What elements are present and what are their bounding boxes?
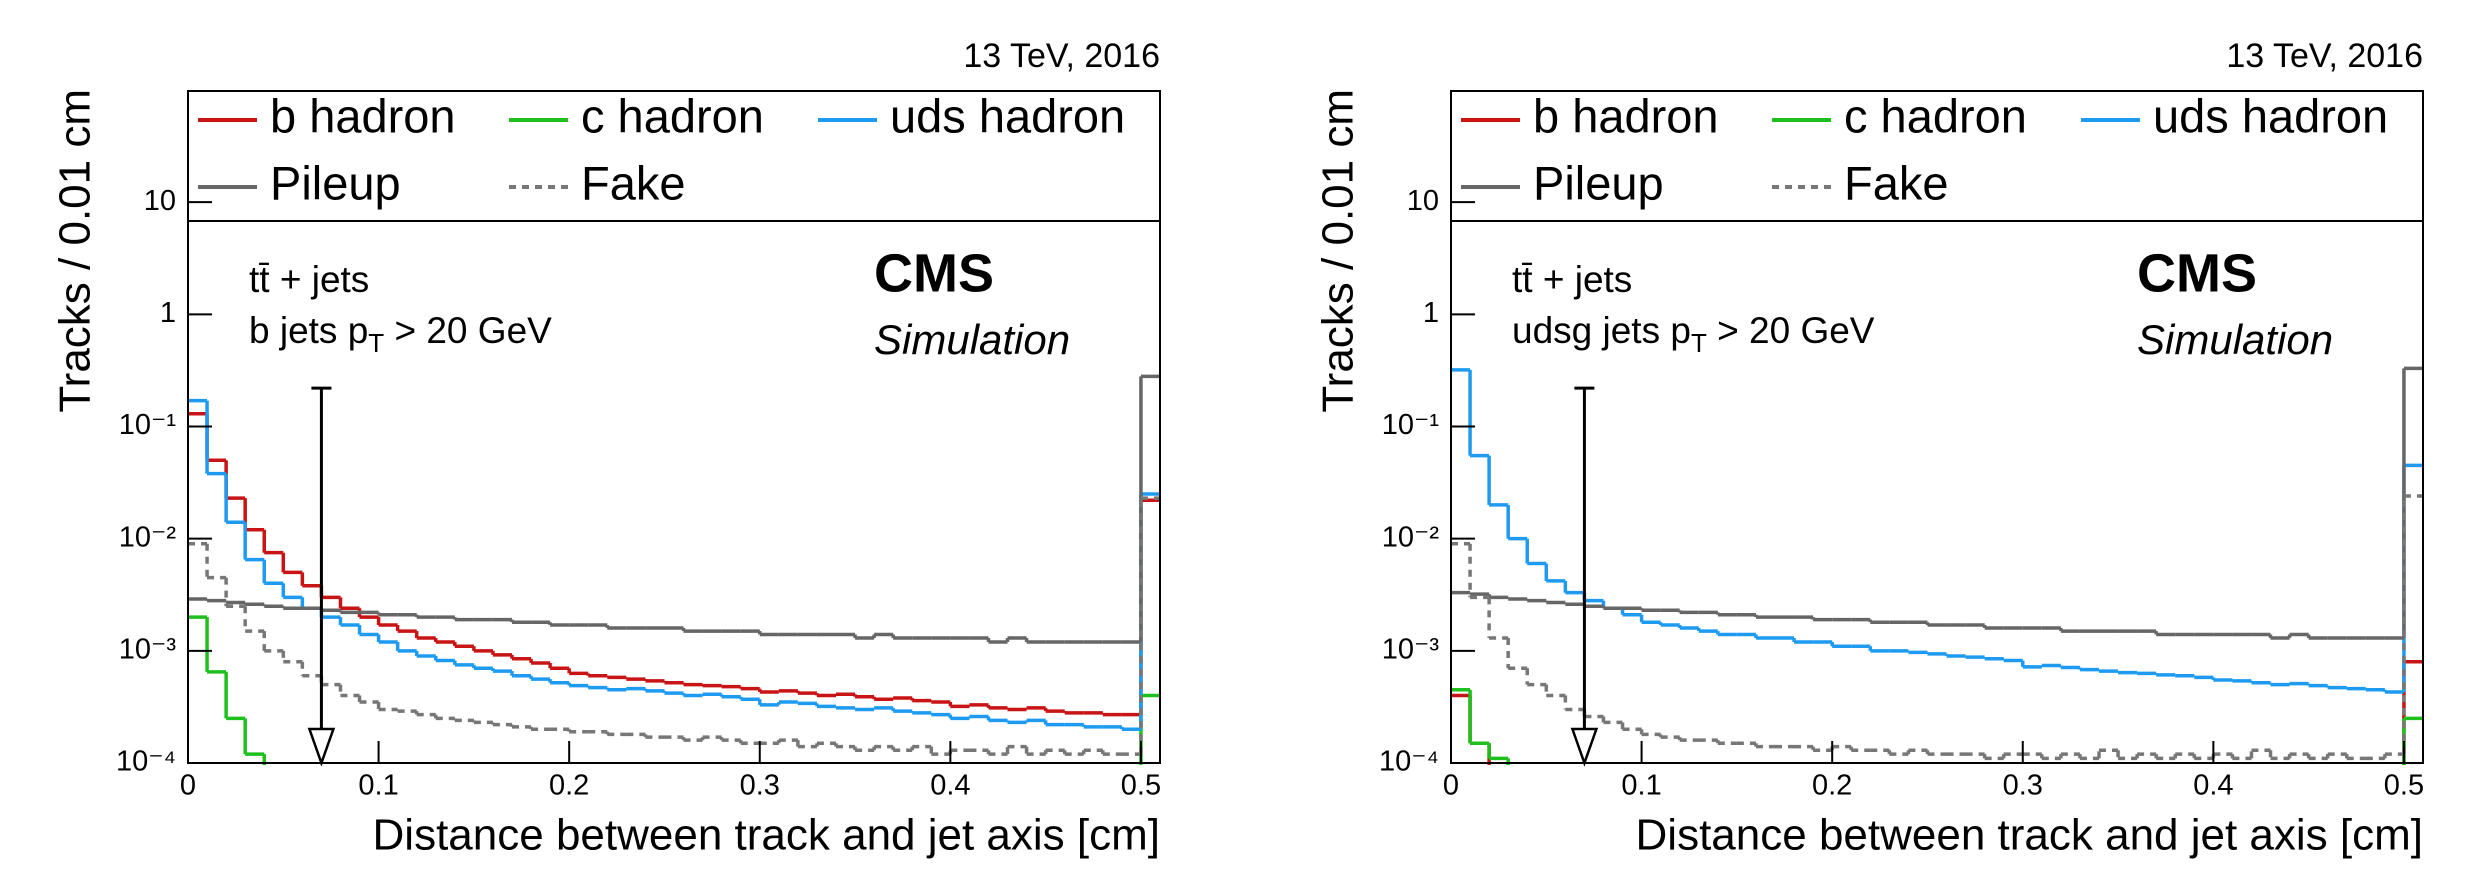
y-tick-label: 10⁻² <box>1382 521 1440 553</box>
y-tick-label: 10⁻¹ <box>119 409 177 441</box>
plot-area <box>1451 366 2423 765</box>
legend-label: Fake <box>1844 156 1949 209</box>
y-tick-label: 10⁻¹ <box>1382 409 1440 441</box>
legend-label: b hadron <box>1533 89 1719 142</box>
legend-label: c hadron <box>1844 89 2027 142</box>
y-tick-label: 10⁻³ <box>1382 633 1440 665</box>
legend-label: c hadron <box>581 89 764 142</box>
annotation: udsg jets pT > 20 GeV <box>1512 310 1875 358</box>
legend-label: Pileup <box>270 156 401 209</box>
x-tick-label: 0.3 <box>2003 770 2043 802</box>
x-tick-label: 0.3 <box>740 770 780 802</box>
x-tick-label: 0.1 <box>358 770 398 802</box>
legend-label: b hadron <box>270 89 456 142</box>
annotation-text: tt̄ + jets <box>249 259 369 300</box>
x-tick-label: 0 <box>180 770 196 802</box>
x-tick-label: 0.5 <box>1121 770 1161 802</box>
y-tick-label: 10⁻² <box>119 521 177 553</box>
annotation-subscript: T <box>1691 328 1707 358</box>
y-tick-label: 10⁻³ <box>119 633 177 665</box>
simulation-label: Simulation <box>2137 316 2333 363</box>
annotation-subscript: T <box>368 328 384 358</box>
annotation: b jets pT > 20 GeV <box>249 310 552 358</box>
energy-label: 13 TeV, 2016 <box>963 37 1160 75</box>
x-axis-title: Distance between track and jet axis [cm] <box>373 811 1160 860</box>
y-axis-title: Tracks / 0.01 cm <box>1314 89 1363 413</box>
annotation-text: tt̄ + jets <box>1512 259 1632 300</box>
y-tick-label: 10⁻⁴ <box>116 746 176 778</box>
legend-label: Fake <box>581 156 686 209</box>
annotation-text: > 20 GeV <box>1707 310 1875 351</box>
x-tick-label: 0 <box>1443 770 1459 802</box>
annotation: tt̄ + jets <box>249 259 369 300</box>
y-tick-label: 1 <box>1423 297 1439 329</box>
y-tick-label: 10 <box>144 185 176 217</box>
cut-arrow-head <box>307 727 336 767</box>
cut-arrow-head <box>1570 727 1599 767</box>
experiment-label: CMS <box>2137 243 2257 303</box>
x-tick-label: 0.5 <box>2384 770 2424 802</box>
annotation: tt̄ + jets <box>1512 259 1632 300</box>
energy-label: 13 TeV, 2016 <box>2226 37 2423 75</box>
annotation-text: b jets p <box>249 310 368 351</box>
plot-area <box>188 374 1160 765</box>
legend-label: uds hadron <box>890 89 1125 142</box>
legend-label: uds hadron <box>2153 89 2388 142</box>
x-tick-label: 0.2 <box>549 770 589 802</box>
x-tick-label: 0.4 <box>2193 770 2233 802</box>
y-tick-label: 1 <box>160 297 176 329</box>
annotation-text: udsg jets p <box>1512 310 1691 351</box>
simulation-label: Simulation <box>874 316 1070 363</box>
y-axis-title: Tracks / 0.01 cm <box>51 89 100 413</box>
x-tick-label: 0.1 <box>1621 770 1661 802</box>
legend-label: Pileup <box>1533 156 1664 209</box>
x-tick-label: 0.2 <box>1812 770 1852 802</box>
y-tick-label: 10⁻⁴ <box>1379 746 1439 778</box>
experiment-label: CMS <box>874 243 994 303</box>
y-tick-label: 10 <box>1407 185 1439 217</box>
x-axis-title: Distance between track and jet axis [cm] <box>1636 811 2423 860</box>
x-tick-label: 0.4 <box>930 770 970 802</box>
annotation-text: > 20 GeV <box>384 310 552 351</box>
